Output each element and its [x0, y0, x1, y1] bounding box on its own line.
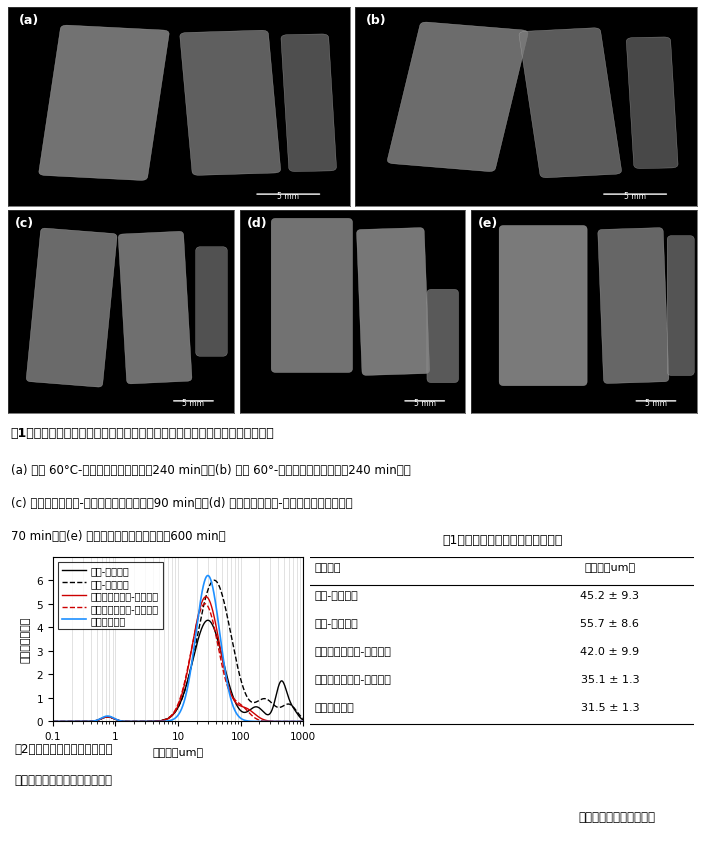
熱風-凍結あり — [210, 576, 219, 586]
Text: 42.0 ± 9.9: 42.0 ± 9.9 — [580, 647, 639, 656]
Text: 乾燥条件: 乾燥条件 — [314, 562, 341, 572]
FancyBboxPatch shape — [26, 229, 117, 387]
マイクロ波減圧-凍結なし — [299, 717, 307, 727]
FancyBboxPatch shape — [118, 232, 192, 384]
熱風-凍結なし — [92, 716, 101, 726]
FancyBboxPatch shape — [281, 35, 336, 172]
熱風-凍結あり — [49, 717, 57, 727]
X-axis label: 粒子径（um）: 粒子径（um） — [152, 747, 204, 757]
FancyBboxPatch shape — [180, 31, 281, 176]
マイクロ波減圧-凍結あり — [294, 717, 302, 727]
真空凍結乾燥 — [299, 717, 307, 727]
Text: 5 mm: 5 mm — [277, 192, 299, 201]
Text: 5 mm: 5 mm — [624, 192, 646, 201]
真空凍結乾燥 — [145, 717, 153, 727]
真空凍結乾燥 — [294, 717, 302, 727]
Line: 真空凍結乾燥: 真空凍結乾燥 — [53, 576, 303, 722]
Text: (e): (e) — [478, 217, 498, 230]
熱風-凍結なし — [49, 717, 57, 727]
Text: 35.1 ± 1.3: 35.1 ± 1.3 — [581, 674, 639, 684]
マイクロ波減圧-凍結あり — [77, 717, 85, 727]
Text: 図1　各条件において乾燥したジャガイモ切片のＸ線ＣＴによる構造観察結果: 図1 各条件において乾燥したジャガイモ切片のＸ線ＣＴによる構造観察結果 — [11, 427, 274, 440]
Text: 熱風-凍結あり: 熱風-凍結あり — [314, 618, 358, 628]
真空凍結乾燥 — [156, 717, 164, 727]
FancyBboxPatch shape — [499, 226, 587, 387]
FancyBboxPatch shape — [271, 219, 352, 373]
Text: 熱風-凍結なし: 熱風-凍結なし — [314, 590, 358, 600]
マイクロ波減圧-凍結なし — [202, 592, 210, 602]
Text: ジャガイモ粉末の粒子径分布: ジャガイモ粉末の粒子径分布 — [14, 773, 112, 787]
FancyBboxPatch shape — [519, 29, 622, 179]
熱風-凍結なし — [156, 716, 164, 726]
マイクロ波減圧-凍結なし — [145, 717, 153, 727]
FancyBboxPatch shape — [427, 290, 458, 383]
熱風-凍結あり — [294, 708, 302, 718]
Text: 平均径（um）: 平均径（um） — [584, 562, 635, 572]
マイクロ波減圧-凍結なし — [156, 716, 164, 726]
熱風-凍結なし — [77, 717, 85, 727]
マイクロ波減圧-凍結なし — [92, 716, 101, 726]
Text: マイクロ波減圧-凍結なし: マイクロ波減圧-凍結なし — [314, 647, 391, 656]
熱風-凍結なし — [145, 717, 153, 727]
熱風-凍結なし — [299, 715, 307, 725]
Text: 55.7 ± 8.6: 55.7 ± 8.6 — [580, 618, 639, 628]
Text: 5 mm: 5 mm — [414, 398, 436, 408]
熱風-凍結なし — [204, 615, 212, 625]
Text: (d): (d) — [247, 217, 267, 230]
Text: 45.2 ± 9.3: 45.2 ± 9.3 — [580, 590, 639, 600]
Text: （安藤泰雅、根井大介）: （安藤泰雅、根井大介） — [579, 810, 656, 823]
Text: (b): (b) — [366, 14, 386, 27]
Text: (c) マイクロ波減圧-凍結なし（乾燥時間：90 min）、(d) マイクロ波減圧-凍結あり（乾燥時間：: (c) マイクロ波減圧-凍結なし（乾燥時間：90 min）、(d) マイクロ波減… — [11, 496, 352, 509]
マイクロ波減圧-凍結あり — [201, 599, 209, 609]
Text: (a): (a) — [19, 14, 39, 27]
Text: 図2　各乾燥試料から作製した: 図2 各乾燥試料から作製した — [14, 742, 113, 755]
マイクロ波減圧-凍結あり — [49, 717, 57, 727]
熱風-凍結あり — [77, 717, 85, 727]
熱風-凍結あり — [156, 716, 164, 726]
Text: 31.5 ± 1.3: 31.5 ± 1.3 — [581, 702, 639, 712]
熱風-凍結なし — [267, 706, 276, 717]
Line: マイクロ波減圧-凍結あり: マイクロ波減圧-凍結あり — [53, 604, 303, 722]
マイクロ波減圧-凍結なし — [77, 717, 85, 727]
熱風-凍結あり — [299, 713, 307, 723]
FancyBboxPatch shape — [387, 23, 528, 172]
真空凍結乾燥 — [49, 717, 57, 727]
Line: 熱風-凍結なし: 熱風-凍結なし — [53, 620, 303, 722]
マイクロ波減圧-凍結あり — [299, 717, 307, 727]
Text: マイクロ波減圧-凍結あり: マイクロ波減圧-凍結あり — [314, 674, 391, 684]
マイクロ波減圧-凍結なし — [267, 717, 276, 727]
真空凍結乾燥 — [92, 716, 101, 726]
熱風-凍結あり — [267, 698, 276, 708]
FancyBboxPatch shape — [39, 26, 169, 181]
Text: 70 min）、(e) 真空凍結乾燥（乾燥時間：600 min）: 70 min）、(e) 真空凍結乾燥（乾燥時間：600 min） — [11, 529, 225, 542]
FancyBboxPatch shape — [196, 247, 227, 357]
FancyBboxPatch shape — [598, 229, 669, 384]
Line: 熱風-凍結あり: 熱風-凍結あり — [53, 581, 303, 722]
FancyBboxPatch shape — [626, 38, 678, 170]
マイクロ波減圧-凍結あり — [145, 717, 153, 727]
Y-axis label: 相対体積（％）: 相対体積（％） — [21, 616, 31, 663]
マイクロ波減圧-凍結なし — [49, 717, 57, 727]
マイクロ波減圧-凍結あり — [92, 716, 101, 726]
Text: 真空凍結乾燥: 真空凍結乾燥 — [314, 702, 354, 712]
Line: マイクロ波減圧-凍結なし: マイクロ波減圧-凍結なし — [53, 597, 303, 722]
熱風-凍結なし — [294, 710, 302, 720]
FancyBboxPatch shape — [357, 229, 429, 376]
マイクロ波減圧-凍結あり — [156, 716, 164, 726]
Text: (c): (c) — [16, 217, 35, 230]
Text: (a) 熱風 60°C-凍結なし（乾燥時間：240 min）、(b) 熱風 60°-凍結あり（乾燥時間：240 min）、: (a) 熱風 60°C-凍結なし（乾燥時間：240 min）、(b) 熱風 60… — [11, 463, 410, 477]
マイクロ波減圧-凍結なし — [294, 717, 302, 727]
Text: 5 mm: 5 mm — [183, 398, 204, 408]
真空凍結乾燥 — [267, 717, 276, 727]
Legend: 熱風-凍結なし, 熱風-凍結あり, マイクロ波減圧-凍結なし, マイクロ波減圧-凍結あり, 真空凍結乾燥: 熱風-凍結なし, 熱風-凍結あり, マイクロ波減圧-凍結なし, マイクロ波減圧-… — [58, 562, 163, 630]
熱風-凍結あり — [145, 717, 153, 727]
FancyBboxPatch shape — [667, 236, 694, 376]
Text: 5 mm: 5 mm — [645, 398, 667, 408]
熱風-凍結あり — [92, 716, 101, 726]
マイクロ波減圧-凍結あり — [267, 717, 276, 727]
真空凍結乾燥 — [77, 717, 85, 727]
真空凍結乾燥 — [204, 571, 212, 581]
Text: 表1　ジャガイモ粉末の平均粒子径: 表1 ジャガイモ粉末の平均粒子径 — [442, 533, 563, 546]
